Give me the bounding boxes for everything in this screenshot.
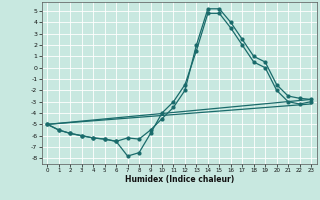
X-axis label: Humidex (Indice chaleur): Humidex (Indice chaleur) <box>124 175 234 184</box>
